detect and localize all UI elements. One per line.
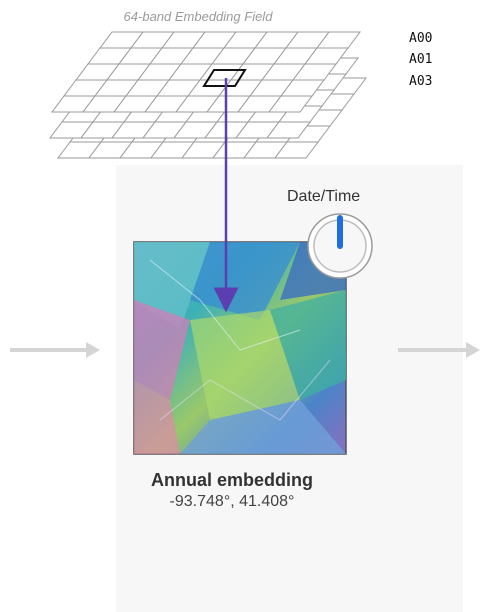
grid-cell (274, 141, 319, 159)
grid-cell (266, 121, 311, 139)
embedding-image (133, 241, 347, 455)
field-title: 64-band Embedding Field (123, 9, 273, 24)
datetime-label: Date/Time (287, 188, 361, 205)
output-flow-arrow (398, 342, 480, 358)
selected-pixel (202, 69, 247, 87)
grid-cell (268, 95, 313, 113)
band-label-a01: A01 (409, 52, 433, 67)
input-flow-arrow (10, 342, 100, 358)
band-layer-a00 (51, 31, 361, 113)
band-label-a03: A03 (409, 74, 433, 89)
clock-dial-icon (307, 213, 373, 279)
embedding-coordinates: -93.748°, 41.408° (169, 493, 295, 510)
embedding-title: Annual embedding (151, 470, 313, 490)
band-label-a00: A00 (409, 31, 433, 46)
